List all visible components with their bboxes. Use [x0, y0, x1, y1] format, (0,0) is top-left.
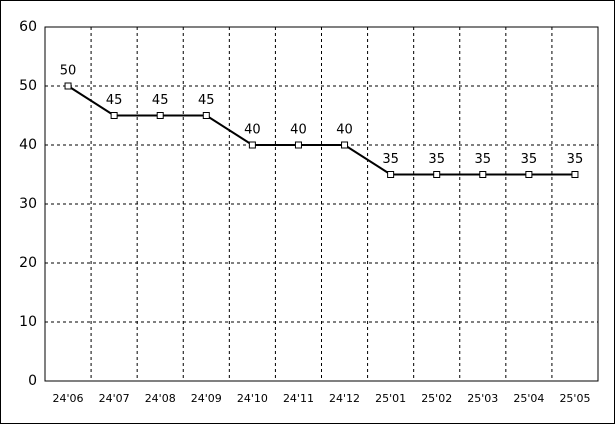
y-tick-label: 40	[19, 137, 37, 153]
point-marker	[248, 141, 256, 149]
y-tick-label: 20	[19, 255, 37, 271]
data-label: 50	[60, 64, 77, 79]
data-label: 45	[106, 93, 123, 108]
y-tick-label: 10	[19, 314, 37, 330]
x-tick-label: 24'07	[99, 392, 130, 405]
point-marker	[110, 112, 118, 119]
data-label: 40	[244, 123, 261, 138]
point-marker	[479, 171, 487, 178]
x-tick-label: 24'11	[283, 392, 314, 405]
point-marker	[294, 141, 302, 149]
point-marker	[202, 112, 210, 119]
x-tick-label: 25'01	[375, 392, 406, 405]
line	[67, 85, 575, 176]
y-tick-label: 50	[19, 78, 37, 94]
point-marker	[433, 171, 441, 178]
x-tick-label: 24'06	[53, 392, 84, 405]
data-label: 35	[382, 152, 399, 167]
data-label: 35	[475, 152, 492, 167]
x-tick-label: 24'10	[237, 392, 268, 405]
point-marker	[341, 141, 349, 149]
x-tick-label: 25'03	[467, 392, 498, 405]
x-tick-label: 25'04	[513, 392, 544, 405]
y-tick-label: 30	[19, 196, 37, 212]
plot-frame	[44, 26, 599, 382]
x-tick-label: 24'08	[145, 392, 176, 405]
data-label: 40	[336, 123, 353, 138]
data-label: 40	[290, 123, 307, 138]
x-tick-label: 24'12	[329, 392, 360, 405]
y-tick-label: 60	[19, 19, 37, 35]
data-label: 35	[521, 152, 538, 167]
point-marker	[156, 112, 164, 119]
point-marker	[525, 171, 533, 178]
data-label: 35	[567, 152, 584, 167]
data-label: 35	[428, 152, 445, 167]
x-tick-label: 24'09	[191, 392, 222, 405]
x-tick-label: 25'02	[421, 392, 452, 405]
point-marker	[571, 171, 579, 178]
x-tick-label: 25'05	[559, 392, 590, 405]
point-marker	[64, 82, 72, 90]
point-marker	[387, 171, 395, 178]
data-label: 45	[152, 93, 169, 108]
data-label: 45	[198, 93, 215, 108]
y-tick-label: 0	[28, 373, 37, 389]
